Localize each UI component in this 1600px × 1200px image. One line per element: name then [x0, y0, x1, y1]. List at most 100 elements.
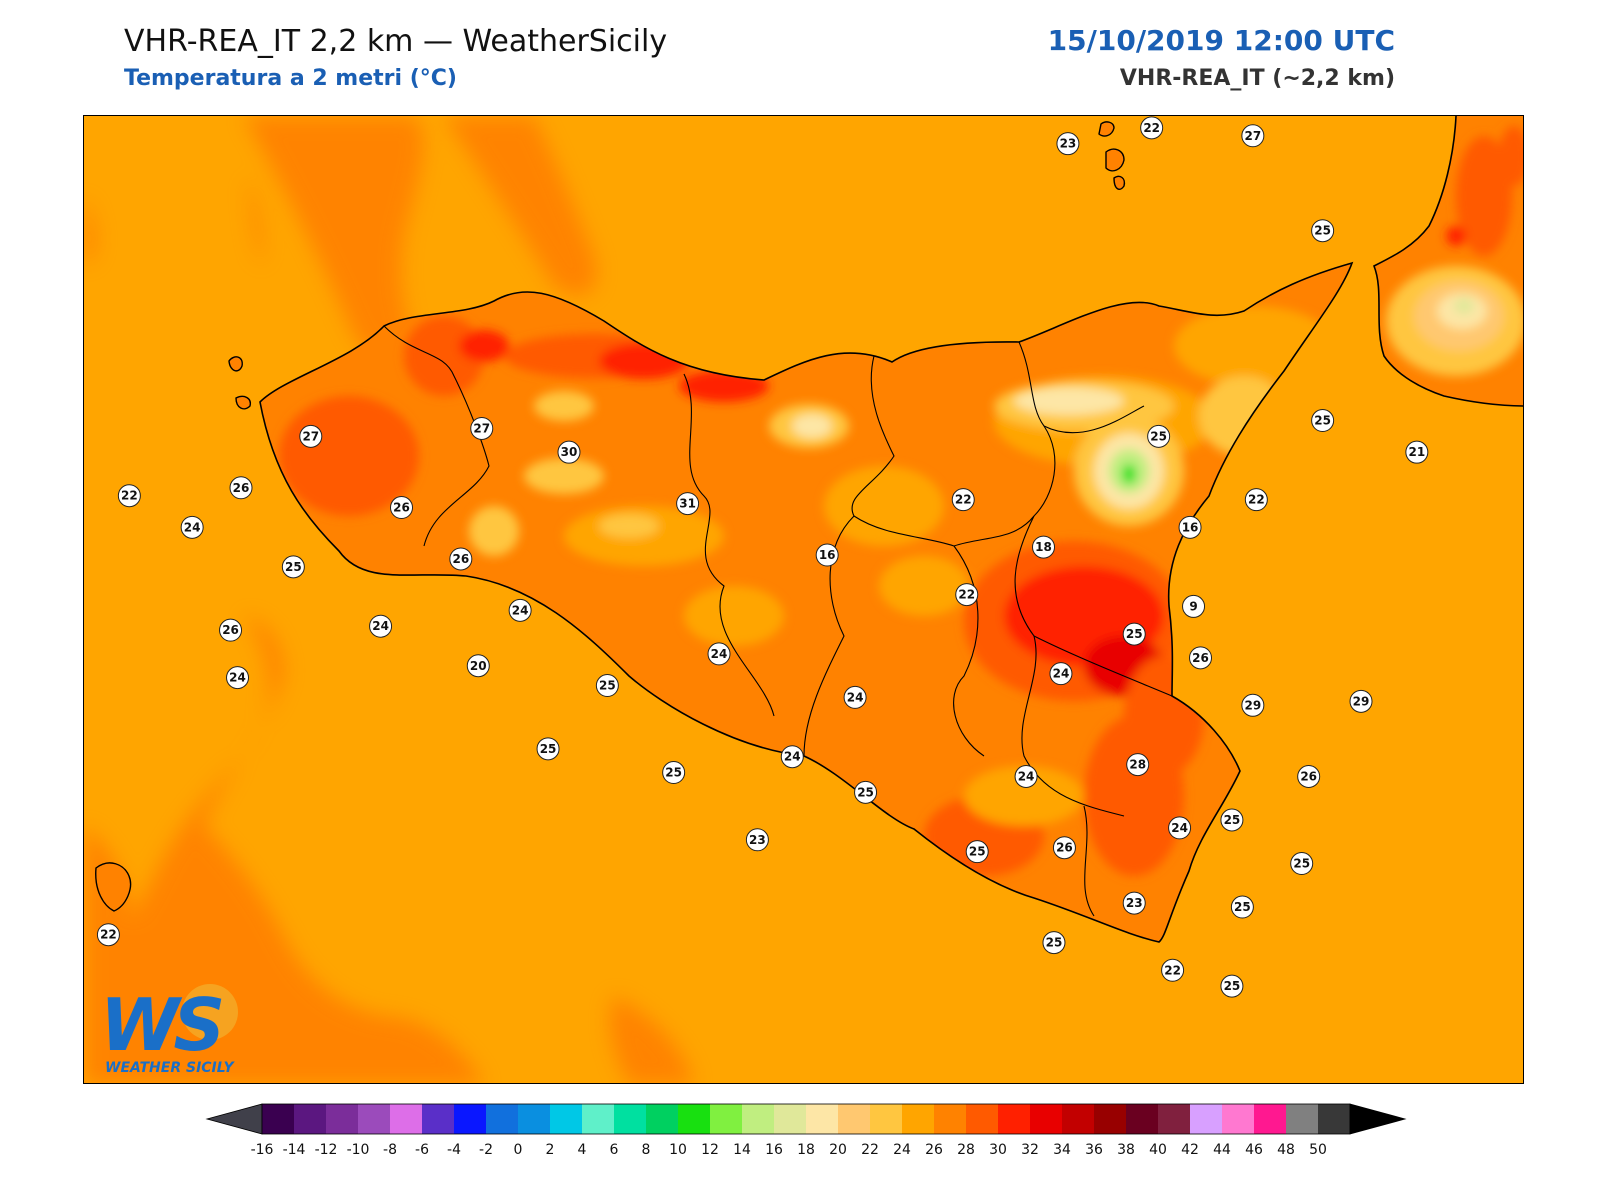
station-marker: 22 — [96, 923, 120, 947]
colorbar-segment — [1158, 1104, 1191, 1134]
station-circle — [508, 598, 532, 622]
colorbar-segment — [1190, 1104, 1223, 1134]
station-value: 28 — [1129, 758, 1146, 772]
station-marker: 22 — [951, 488, 975, 512]
station-marker: 24 — [707, 642, 731, 666]
colorbar-segment — [966, 1104, 999, 1134]
station-circle — [1122, 891, 1146, 915]
station-circle — [180, 515, 204, 539]
station-marker: 25 — [1290, 852, 1314, 876]
station-value: 25 — [1293, 857, 1310, 871]
station-value: 25 — [599, 679, 616, 693]
colorbar-tick-label: 40 — [1149, 1142, 1167, 1158]
station-marker: 24 — [180, 515, 204, 539]
temperature-map[interactable]: 23 22 27 25 25 25 21 22 22 16 18 9 22 16 31 30 27 27 26 26 2… — [83, 115, 1524, 1084]
station-value: 25 — [1224, 979, 1241, 993]
temperature-colorbar: -16 -14 -12 -10 -8 -6 -4 -2 0 2 4 6 8 10 12 14 16 18 20 22 2… — [205, 1103, 1407, 1158]
station-circle — [229, 476, 253, 500]
station-circle — [1230, 895, 1254, 919]
logo-initials: WS — [100, 983, 221, 1067]
station-circle — [1056, 132, 1080, 156]
levanzo-island — [235, 395, 251, 410]
colorbar-segment — [998, 1104, 1031, 1134]
colorbar-tick-label: 32 — [1021, 1142, 1039, 1158]
colorbar-segment — [294, 1104, 327, 1134]
station-circle — [1349, 689, 1373, 713]
colorbar-segment — [774, 1104, 807, 1134]
station-value: 22 — [1143, 121, 1160, 135]
colorbar-segment — [710, 1104, 743, 1134]
model-label: VHR-REA_IT (~2,2 km) — [1119, 66, 1395, 91]
sea-temperature-field — [84, 116, 1523, 1083]
station-marker: 25 — [1311, 409, 1335, 433]
station-circle — [1178, 515, 1202, 539]
station-marker: 23 — [745, 828, 769, 852]
station-circle — [390, 496, 414, 520]
station-value: 29 — [1244, 698, 1261, 712]
station-value: 25 — [1046, 936, 1063, 950]
station-value: 25 — [857, 785, 874, 799]
station-marker: 24 — [226, 666, 250, 690]
station-value: 26 — [1192, 651, 1209, 665]
station-circle — [707, 642, 731, 666]
colorbar-segment — [1030, 1104, 1063, 1134]
colorbar-segment — [646, 1104, 679, 1134]
station-circle — [1290, 852, 1314, 876]
station-value: 22 — [955, 493, 972, 507]
weather-sicily-logo: WS WEATHER SICILY — [95, 982, 255, 1077]
station-value: 26 — [393, 501, 410, 515]
station-marker: 26 — [449, 547, 473, 571]
station-circle — [536, 737, 560, 761]
station-circle — [466, 654, 490, 678]
colorbar-tick-label: -2 — [479, 1142, 493, 1158]
colorbar-segment — [838, 1104, 871, 1134]
station-marker: 24 — [780, 745, 804, 769]
station-circle — [1220, 808, 1244, 832]
colorbar-segment — [358, 1104, 391, 1134]
station-circle — [1032, 535, 1056, 559]
station-value: 26 — [222, 623, 239, 637]
colorbar-segment — [518, 1104, 551, 1134]
station-value: 22 — [121, 489, 138, 503]
station-value: 25 — [285, 560, 302, 574]
station-circle — [219, 618, 243, 642]
station-circle — [843, 685, 867, 709]
colorbar-tick-label: 26 — [925, 1142, 943, 1158]
station-circle — [1122, 622, 1146, 646]
station-marker: 27 — [1241, 124, 1265, 148]
colorbar-tick-label: -8 — [383, 1142, 397, 1158]
station-marker: 23 — [1122, 891, 1146, 915]
station-marker: 30 — [557, 440, 581, 464]
station-value: 30 — [561, 445, 578, 459]
station-circle — [1189, 646, 1213, 670]
station-circle — [299, 424, 323, 448]
station-circle — [1126, 753, 1150, 777]
station-circle — [281, 555, 305, 579]
station-circle — [1311, 409, 1335, 433]
station-circle — [965, 840, 989, 864]
station-circle — [815, 543, 839, 567]
station-marker: 22 — [1140, 116, 1164, 140]
map-canvas[interactable]: 23 22 27 25 25 25 21 22 22 16 18 9 22 16 31 30 27 27 26 26 2… — [84, 116, 1524, 1084]
station-circle — [557, 440, 581, 464]
station-marker: 16 — [1178, 515, 1202, 539]
station-circle — [1049, 662, 1073, 686]
colorbar-segment — [454, 1104, 487, 1134]
colorbar-tick-label: 12 — [701, 1142, 719, 1158]
station-circle — [117, 484, 141, 508]
colorbar-tick-label: 20 — [829, 1142, 847, 1158]
station-marker: 25 — [1220, 808, 1244, 832]
vulcano-island — [1113, 175, 1126, 190]
station-marker: 25 — [595, 674, 619, 698]
colorbar-tick-label: 8 — [642, 1142, 651, 1158]
station-marker: 25 — [1311, 219, 1335, 243]
colorbar-segment — [1318, 1104, 1351, 1134]
station-marker: 24 — [508, 598, 532, 622]
station-value: 24 — [711, 647, 728, 661]
station-marker: 25 — [536, 737, 560, 761]
colorbar-tick-label: 24 — [893, 1142, 911, 1158]
station-value: 24 — [512, 603, 529, 617]
station-marker: 22 — [955, 583, 979, 607]
station-value: 9 — [1189, 599, 1197, 613]
station-marker: 29 — [1349, 689, 1373, 713]
